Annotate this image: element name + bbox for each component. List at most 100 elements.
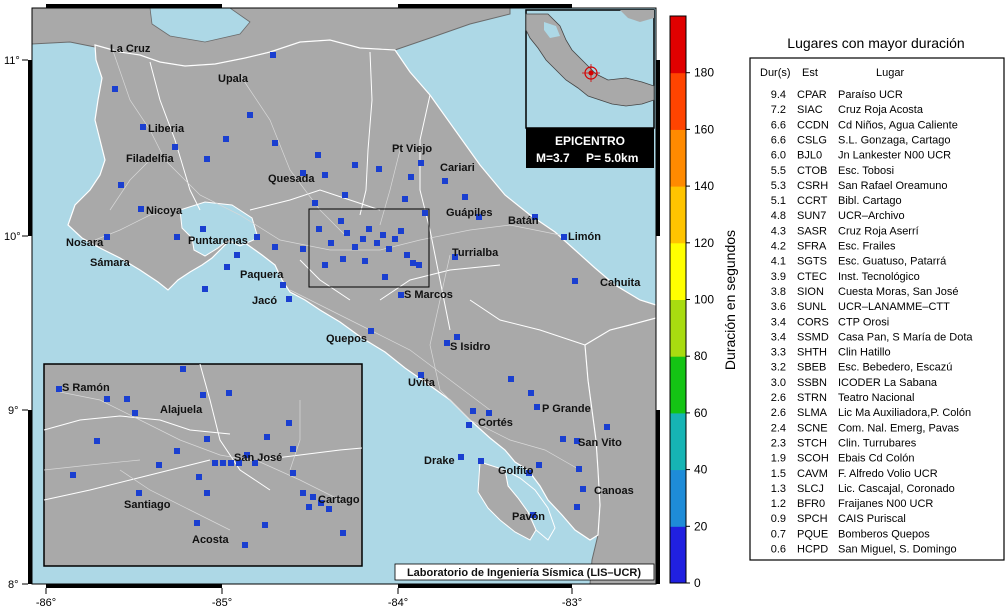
station-lugar: F. Alfredo Volio UCR <box>838 468 938 480</box>
city-label: Guápiles <box>446 207 492 219</box>
y-tick-label: 10° <box>4 231 21 243</box>
station-est: SBEB <box>797 362 826 374</box>
station-dur: 2.3 <box>771 437 786 449</box>
inset-city-label: Santiago <box>124 499 171 511</box>
station-lugar: Casa Pan, S María de Dota <box>838 331 973 343</box>
station-est: SPCH <box>797 513 828 525</box>
station-dur: 4.8 <box>771 210 786 222</box>
station-lugar: UCR–Archivo <box>838 210 905 222</box>
station-est: SCNE <box>797 422 828 434</box>
station-est: STRN <box>797 392 827 404</box>
station-row: 1.2 BFR0 Fraijanes N00 UCR <box>771 498 934 510</box>
station-lugar: Paraíso UCR <box>838 89 903 101</box>
station-dur: 3.0 <box>771 377 786 389</box>
city-label: Turrialba <box>452 247 499 259</box>
inset-city-label: Acosta <box>192 534 230 546</box>
city-label: Canoas <box>594 485 634 497</box>
colorbar-tick-label: 80 <box>694 349 708 363</box>
colorbar-tick-label: 180 <box>694 66 714 80</box>
colorbar-tick-label: 160 <box>694 122 714 136</box>
station-dur: 2.4 <box>771 422 786 434</box>
station-est: SION <box>797 286 824 298</box>
colorbar-swatch <box>670 469 686 527</box>
city-label: Cariari <box>440 162 475 174</box>
station-dur: 6.0 <box>771 150 786 162</box>
x-tick-label: -83° <box>562 597 582 609</box>
station-row: 3.6 SUNL UCR–LANAMME–CTT <box>771 301 950 313</box>
station-lugar: Esc. Guatuso, Patarrá <box>838 256 947 268</box>
colorbar-tick-label: 140 <box>694 179 714 193</box>
epicenter-title: EPICENTRO <box>555 134 625 148</box>
city-label: San Vito <box>578 437 622 449</box>
station-row: 2.6 SLMA Lic Ma Auxiliadora,P. Colón <box>771 407 971 419</box>
station-row: 5.5 CTOB Esc. Tobosi <box>771 165 894 177</box>
colorbar-tick-label: 100 <box>694 293 714 307</box>
station-row: 2.4 SCNE Com. Nal. Emerg, Pavas <box>771 422 960 434</box>
station-dur: 4.1 <box>771 256 786 268</box>
epicenter-region-box <box>308 208 430 288</box>
station-row: 2.3 STCH Clin. Turrubares <box>771 437 917 449</box>
station-est: SFRA <box>797 241 827 253</box>
credit-label: Laboratorio de Ingeniería Sísmica (LIS–U… <box>394 563 655 581</box>
city-label: S Isidro <box>450 341 491 353</box>
station-rows: 9.4 CPAR Paraíso UCR 7.2 SIAC Cruz Roja Acost… <box>771 89 974 556</box>
station-duration-panel: Lugares con mayor duración Dur(s) Est Lu… <box>749 35 1005 561</box>
station-lugar: Jn Lankester N00 UCR <box>838 150 951 162</box>
station-lugar: ICODER La Sabana <box>838 377 938 389</box>
station-row: 2.6 STRN Teatro Nacional <box>771 392 915 404</box>
colorbar-swatch <box>670 526 686 584</box>
station-est: CSRH <box>797 180 828 192</box>
station-row: 4.8 SUN7 UCR–Archivo <box>771 210 905 222</box>
station-est: CTEC <box>797 271 827 283</box>
station-lugar: Bibl. Cartago <box>838 195 902 207</box>
station-est: CCRT <box>797 195 828 207</box>
station-lugar: San Rafael Oreamuno <box>838 180 947 192</box>
station-lugar: Com. Nal. Emerg, Pavas <box>838 422 960 434</box>
city-label: Jacó <box>252 295 277 307</box>
station-lugar: Esc. Tobosi <box>838 165 894 177</box>
city-label: La Cruz <box>110 43 151 55</box>
colorbar-tick-label: 0 <box>694 576 701 590</box>
station-est: SUNL <box>797 301 826 313</box>
duration-colorbar: 0 20 40 60 80 100 120 140 160 180 Duración en seg… <box>669 15 738 590</box>
station-lugar: Cruz Roja Aserrí <box>838 225 919 237</box>
station-est: CPAR <box>797 89 827 101</box>
gulf-of-nicoya <box>179 201 259 257</box>
station-dur: 4.3 <box>771 225 786 237</box>
station-lugar: Bomberos Quepos <box>838 528 930 540</box>
colorbar-swatch <box>670 129 686 187</box>
x-tick-label: -85° <box>212 597 232 609</box>
panel-title: Lugares con mayor duración <box>787 35 964 51</box>
station-row: 3.0 SSBN ICODER La Sabana <box>771 377 938 389</box>
x-tick-label: -86° <box>36 597 56 609</box>
y-axis-tick-labels: 11° 10° 9° 8° <box>4 55 21 591</box>
station-dur: 3.8 <box>771 286 786 298</box>
city-label: Drake <box>424 455 455 467</box>
station-lugar: Cruz Roja Acosta <box>838 104 924 116</box>
main-map: La Cruz Upala Liberia Filadelfia Quesada… <box>4 4 660 609</box>
colorbar-tick-label: 60 <box>694 406 708 420</box>
station-lugar: S.L. Gonzaga, Cartago <box>838 134 951 146</box>
station-lugar: Esc. Bebedero, Escazú <box>838 362 952 374</box>
station-dur: 0.9 <box>771 513 786 525</box>
colorbar-tick-label: 40 <box>694 463 708 477</box>
station-row: 5.1 CCRT Bibl. Cartago <box>771 195 902 207</box>
station-row: 5.3 CSRH San Rafael Oreamuno <box>771 180 948 192</box>
station-row: 0.9 SPCH CAIS Puriscal <box>771 513 906 525</box>
city-label: Batán <box>508 215 539 227</box>
city-label: Uvita <box>408 377 436 389</box>
station-row: 7.2 SIAC Cruz Roja Acosta <box>771 104 924 116</box>
station-est: CTOB <box>797 165 827 177</box>
city-label: Puntarenas <box>188 235 248 247</box>
col-header-dur: Dur(s) <box>760 67 791 79</box>
station-est: HCPD <box>797 544 828 556</box>
station-lugar: Clin Hatillo <box>838 347 891 359</box>
city-label: Pavón <box>512 511 545 523</box>
station-est: PQUE <box>797 528 828 540</box>
station-est: BFR0 <box>797 498 825 510</box>
station-dur: 1.9 <box>771 453 786 465</box>
city-label: Paquera <box>240 269 284 281</box>
station-dur: 2.6 <box>771 407 786 419</box>
locator-landmass <box>525 13 655 107</box>
epicenter-info-box: EPICENTRO M=3.7 P= 5.0km <box>526 128 654 168</box>
